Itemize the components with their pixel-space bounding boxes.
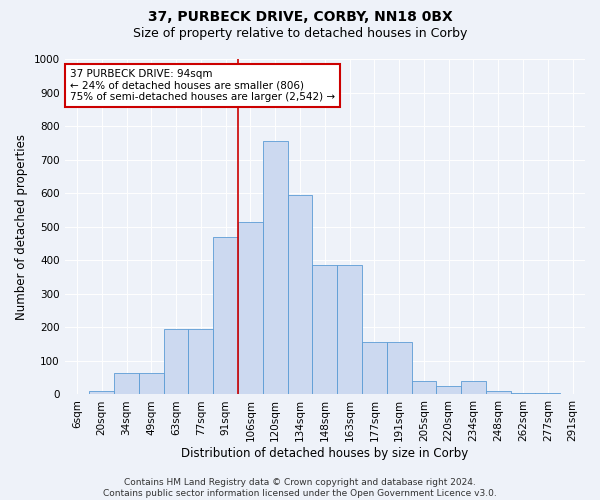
Bar bbox=[337, 266, 362, 394]
Bar bbox=[213, 237, 238, 394]
Text: 37, PURBECK DRIVE, CORBY, NN18 0BX: 37, PURBECK DRIVE, CORBY, NN18 0BX bbox=[148, 10, 452, 24]
Bar bbox=[486, 391, 511, 394]
Text: 37 PURBECK DRIVE: 94sqm
← 24% of detached houses are smaller (806)
75% of semi-d: 37 PURBECK DRIVE: 94sqm ← 24% of detache… bbox=[70, 69, 335, 102]
Bar bbox=[436, 386, 461, 394]
Bar bbox=[238, 222, 263, 394]
Bar bbox=[511, 393, 535, 394]
Text: Size of property relative to detached houses in Corby: Size of property relative to detached ho… bbox=[133, 28, 467, 40]
Y-axis label: Number of detached properties: Number of detached properties bbox=[15, 134, 28, 320]
Bar bbox=[461, 381, 486, 394]
Bar bbox=[412, 381, 436, 394]
Bar bbox=[139, 372, 164, 394]
Bar bbox=[287, 195, 313, 394]
Bar bbox=[164, 329, 188, 394]
Bar bbox=[114, 372, 139, 394]
Text: Contains HM Land Registry data © Crown copyright and database right 2024.
Contai: Contains HM Land Registry data © Crown c… bbox=[103, 478, 497, 498]
Bar bbox=[313, 266, 337, 394]
Bar bbox=[362, 342, 387, 394]
Bar bbox=[188, 329, 213, 394]
X-axis label: Distribution of detached houses by size in Corby: Distribution of detached houses by size … bbox=[181, 447, 469, 460]
Bar bbox=[387, 342, 412, 394]
Bar bbox=[89, 391, 114, 394]
Bar bbox=[263, 141, 287, 395]
